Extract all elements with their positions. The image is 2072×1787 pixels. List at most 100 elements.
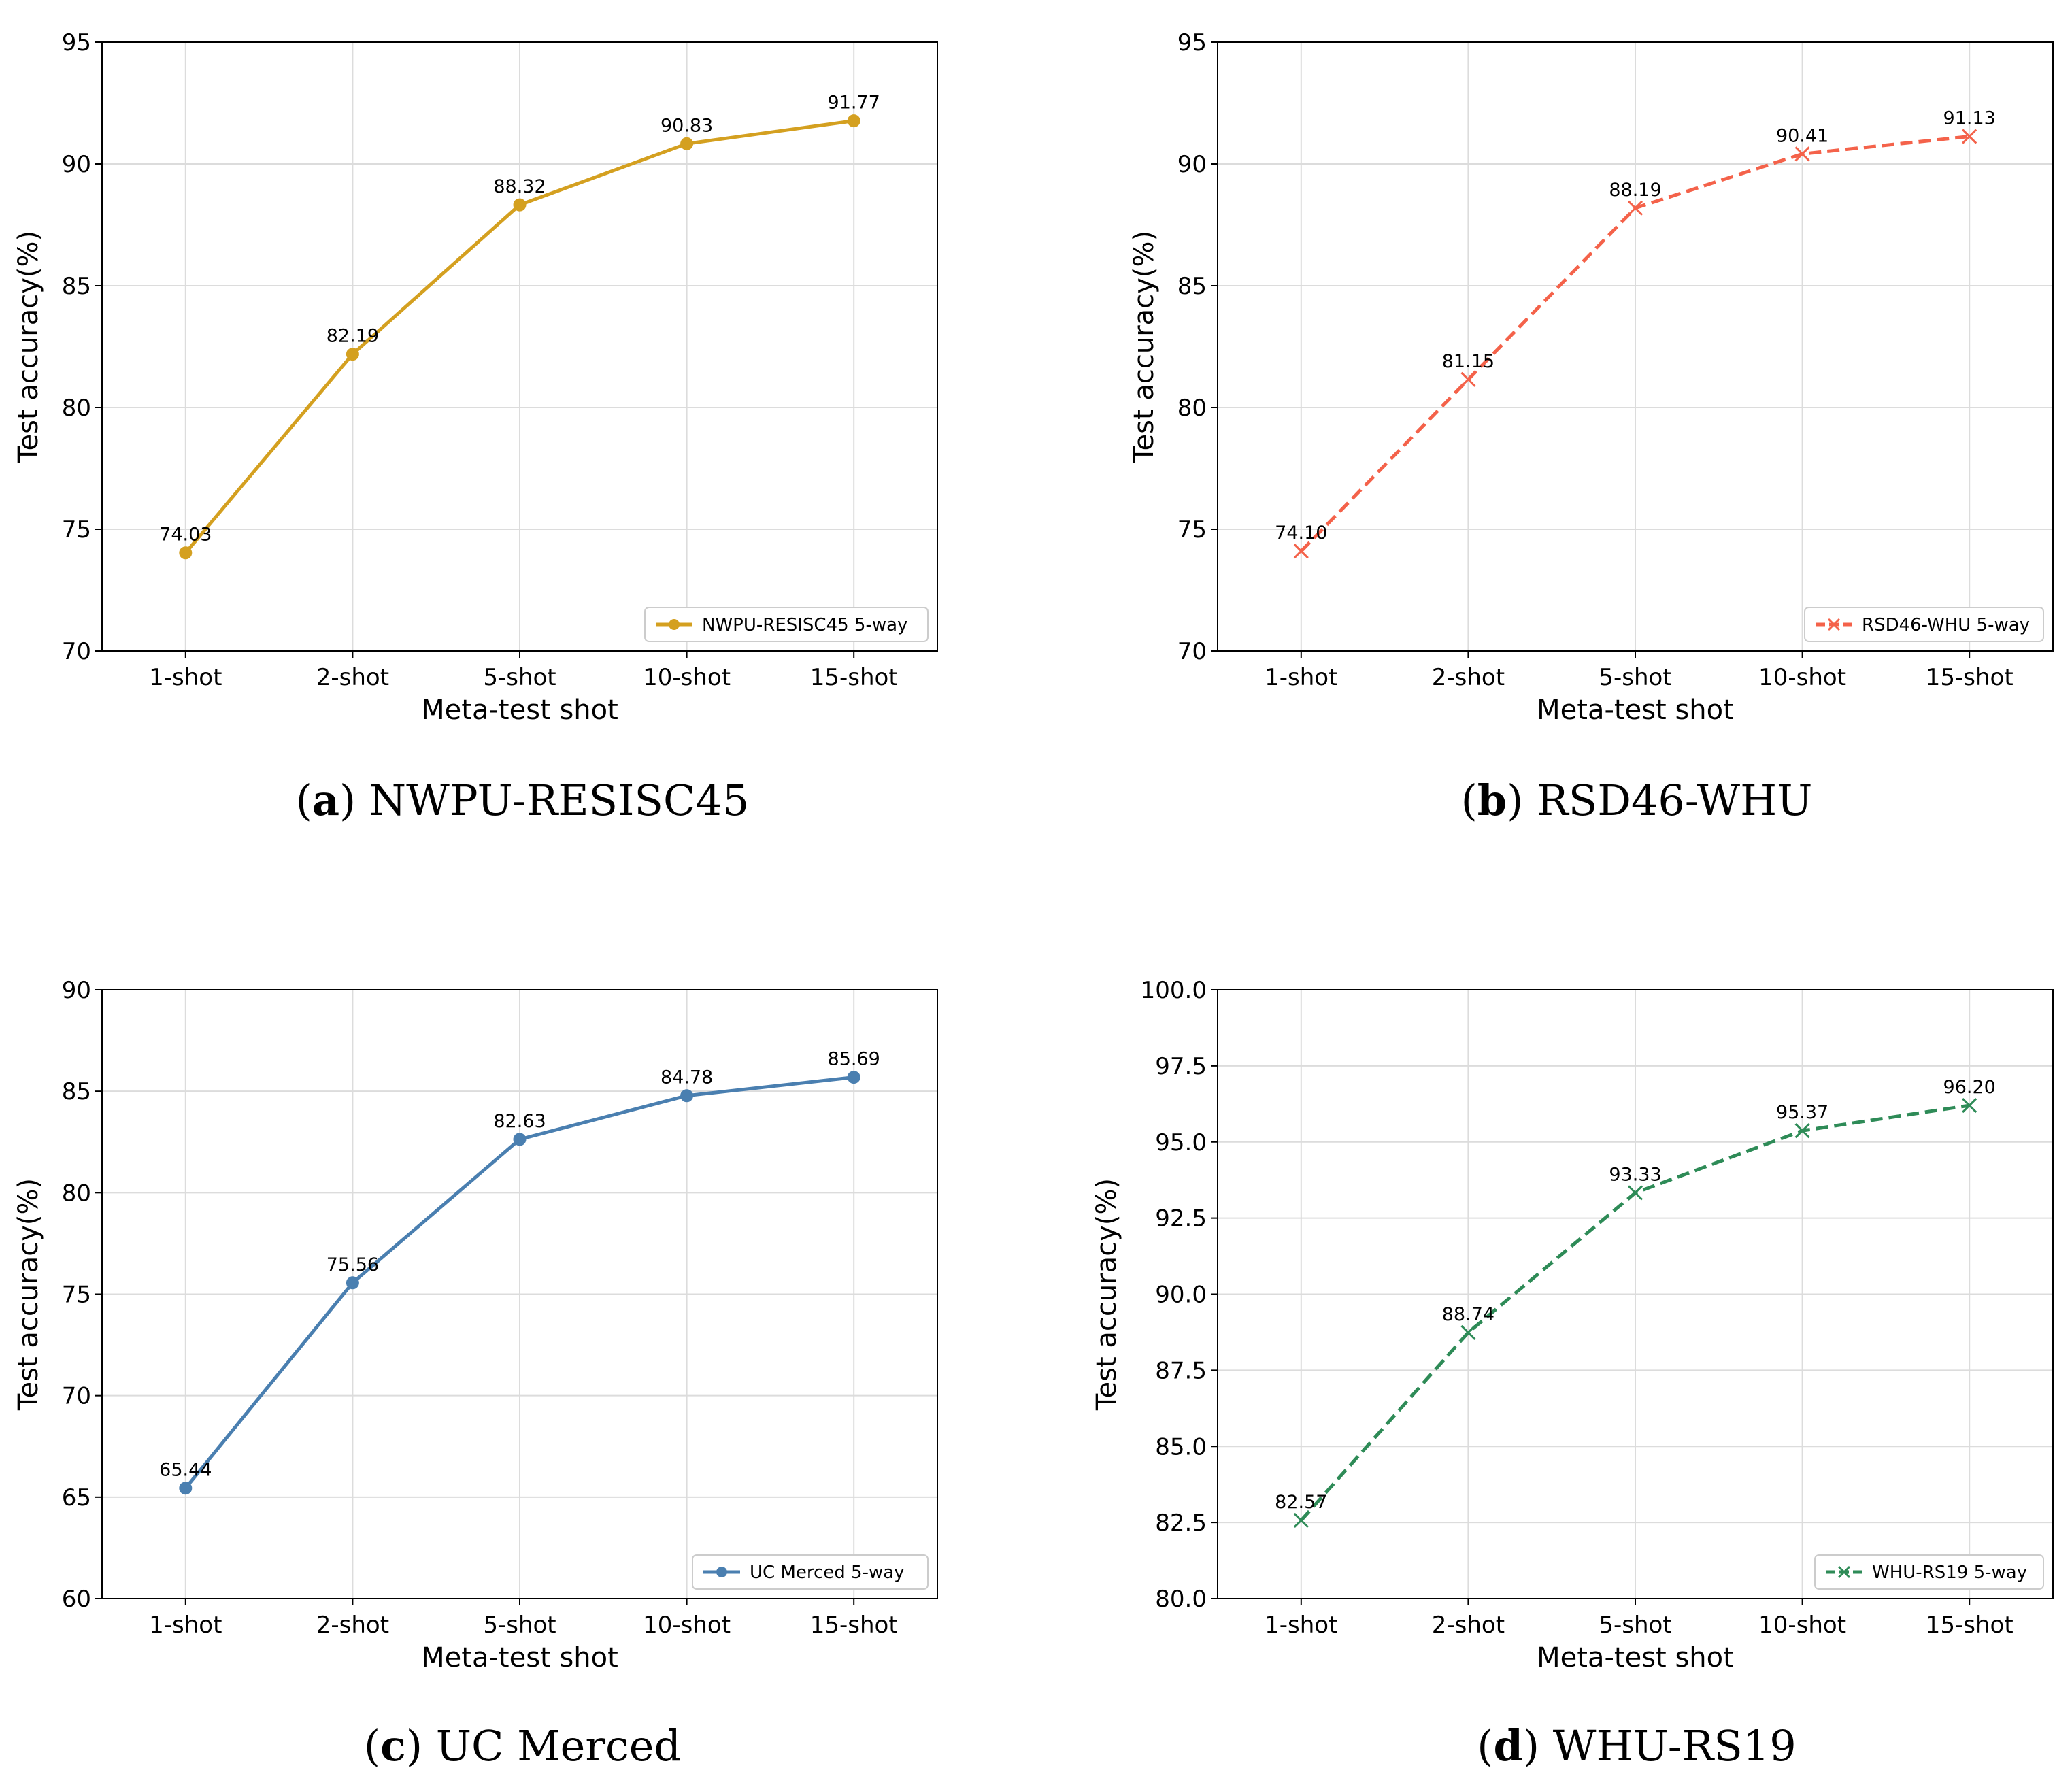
marker-stroke [1293,1512,1309,1529]
chart-panel-a: 70 75 80 85 90 95 1-shot 2-shot 5-shot 10-shot 15-… [13,29,938,726]
legend-box [1814,1554,2044,1590]
y-tick-label: 80 [62,395,91,422]
data-label: 91.13 [1943,108,1996,129]
marker-stroke [1627,200,1643,216]
caption-c-letter: c [380,1721,406,1771]
data-point [513,1133,527,1146]
x-tick-label: 1-shot [1265,664,1337,691]
data-point [1962,1097,1977,1114]
y-axis-label: Test accuracy(%) [1129,231,1160,463]
x-tick-label: 15-shot [810,664,898,691]
data-point [346,348,359,361]
data-label: 90.83 [661,115,713,136]
caption-a: (a) NWPU-RESISC45 [295,775,750,825]
legend: NWPU-RESISC45 5-way [644,607,929,642]
y-tick-label: 90 [1177,151,1207,178]
x-axis-label: Meta-test shot [1537,1642,1734,1673]
x-tick-label: 15-shot [810,1611,898,1639]
x-tick-label: 2-shot [316,664,389,691]
y-tick-label: 75 [62,1282,91,1309]
y-tick-label: 80.0 [1155,1586,1207,1613]
y-tick-label: 85.0 [1155,1433,1207,1460]
y-tick-label: 75 [62,516,91,544]
x-tick-label: 1-shot [149,1611,222,1639]
caption-a-text: NWPU-RESISC45 [369,775,750,825]
data-point [847,1071,860,1084]
y-axis-label: Test accuracy(%) [13,1178,44,1411]
legend-label: RSD46-WHU 5-way [1862,615,2030,635]
y-tick-label: 85 [62,273,91,300]
x-tick-label: 5-shot [483,1611,556,1639]
data-point [680,137,694,150]
caption-b-text: RSD46-WHU [1537,775,1813,825]
data-label: 91.77 [828,93,880,114]
marker-stroke [1460,371,1476,387]
x-tick-label: 2-shot [1432,664,1505,691]
legend-marker [1827,618,1841,631]
legend-label: WHU-RS19 5-way [1872,1563,2027,1583]
y-axis-label: Test accuracy(%) [1091,1178,1122,1411]
chart-panel-d: 80.0 82.5 85.0 87.5 90.0 92.5 95.0 97.5 100.0 1-s… [1091,977,2054,1673]
y-tick-label: 90 [62,977,91,1004]
data-label: 93.33 [1609,1164,1661,1185]
legend-marker [669,619,680,630]
data-label: 82.57 [1275,1492,1327,1513]
x-tick-label: 15-shot [1926,1611,2013,1639]
x-tick-label: 2-shot [1432,1611,1505,1639]
y-axis-label: Test accuracy(%) [13,231,44,463]
x-tick-label: 5-shot [483,664,556,691]
data-point [1460,1324,1476,1340]
data-label: 65.44 [159,1460,212,1481]
data-label: 95.37 [1776,1102,1828,1123]
data-point [680,1089,694,1103]
y-tick-label: 82.5 [1155,1509,1207,1537]
y-tick-label: 70 [62,638,91,665]
data-label: 88.32 [493,176,546,197]
data-point [1794,1123,1810,1139]
marker-stroke [1460,1324,1476,1340]
marker-stroke [1794,1123,1810,1139]
y-tick-label: 92.5 [1155,1205,1207,1233]
data-point [1627,200,1643,216]
legend-label: UC Merced 5-way [750,1563,905,1583]
legend-marker [716,1567,727,1577]
x-tick-label: 5-shot [1599,664,1671,691]
y-tick-label: 70 [62,1383,91,1410]
legend-box [644,607,929,642]
x-tick-label: 5-shot [1599,1611,1671,1639]
chart-panel-b: 70 75 80 85 90 95 1-shot 2-shot 5-shot 10-shot 15-… [1129,29,2054,726]
legend-marker [1837,1565,1851,1579]
data-label: 82.19 [327,326,379,347]
x-tick-label: 15-shot [1926,664,2013,691]
data-label: 90.41 [1776,125,1828,146]
data-label: 84.78 [661,1067,713,1088]
data-label: 82.63 [493,1111,546,1132]
data-point [346,1276,359,1290]
y-tick-label: 75 [1177,516,1207,544]
y-tick-label: 90.0 [1155,1282,1207,1309]
marker-stroke [1293,544,1309,559]
data-label: 75.56 [327,1254,379,1275]
data-point [179,1482,193,1495]
data-point [1962,129,1977,144]
y-tick-label: 85 [62,1078,91,1105]
caption-b: (b) RSD46-WHU [1460,775,1813,825]
caption-d-text: WHU-RS19 [1552,1721,1797,1771]
legend-box [1804,607,2044,642]
y-tick-label: 85 [1177,273,1207,300]
legend: UC Merced 5-way [692,1554,929,1590]
data-label: 96.20 [1943,1077,1996,1098]
data-label: 81.15 [1442,351,1494,372]
data-point [847,114,860,128]
legend-label: NWPU-RESISC45 5-way [702,615,907,635]
data-point [1293,1512,1309,1529]
data-point [513,198,527,212]
data-label: 74.03 [159,524,212,546]
x-tick-label: 10-shot [643,1611,731,1639]
y-tick-label: 80 [1177,395,1207,422]
data-point [1627,1185,1643,1201]
data-label: 88.19 [1609,180,1661,201]
y-tick-label: 95 [62,29,91,56]
marker-stroke [1627,1185,1643,1201]
